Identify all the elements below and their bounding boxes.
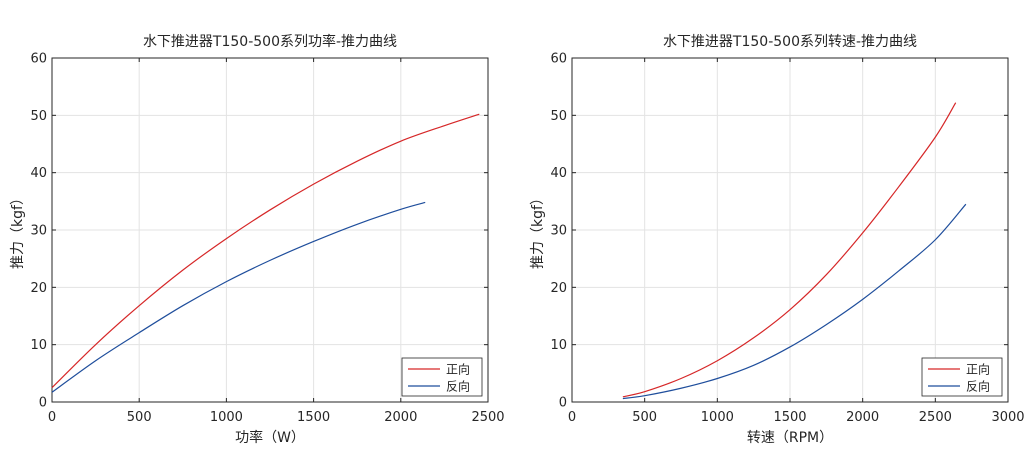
y-tick-label: 10: [550, 338, 567, 353]
x-tick-label: 2500: [919, 410, 952, 425]
y-tick-label: 60: [550, 52, 567, 67]
chart-title: 水下推进器T150-500系列转速-推力曲线: [663, 34, 917, 50]
x-tick-label: 1000: [701, 410, 734, 425]
chart-panel-1: 0 500 1000 1500 2000 2500 0 10 20 30 40 50 60 水下推进器T1…: [10, 33, 505, 446]
series-line-reverse: [51, 201, 426, 393]
legend-label: 正向: [966, 362, 990, 377]
legend-label: 反向: [966, 379, 990, 394]
legend-label: 正向: [446, 362, 470, 377]
chart-panel-2: 0 500 1000 1500 2000 2500 3000 0 10 20 30 40 50 60 水下推…: [530, 34, 1025, 446]
y-tick-label: 0: [39, 396, 47, 411]
y-tick-label: 40: [30, 166, 47, 181]
x-tick-label: 500: [127, 410, 152, 425]
y-tick-label: 10: [30, 338, 47, 353]
x-tick-label: 1500: [297, 410, 330, 425]
y-axis-label: 推力（kgf）: [530, 191, 546, 269]
y-tick-label: 50: [550, 109, 567, 124]
series-line-reverse: [622, 203, 967, 400]
y-tick-label: 40: [550, 166, 567, 181]
x-tick-label: 2000: [384, 410, 417, 425]
y-tick-label: 30: [30, 224, 47, 239]
y-tick-label: 0: [559, 396, 567, 411]
x-tick-label: 1500: [773, 410, 806, 425]
y-tick-label: 20: [550, 281, 567, 296]
y-tick-label: 30: [550, 224, 567, 239]
legend-box: [401, 357, 483, 397]
x-tick-label: 3000: [991, 410, 1024, 425]
series-line-forward: [622, 102, 957, 398]
x-tick-label: 0: [568, 410, 576, 425]
x-axis-label: 转速（RPM）: [747, 430, 833, 446]
y-tick-label: 60: [30, 52, 47, 67]
x-tick-label: 2500: [471, 410, 504, 425]
chart-title: 水下推进器T150-500系列功率-推力曲线: [143, 33, 397, 50]
x-tick-label: 1000: [210, 410, 243, 425]
x-axis-label: 功率（W）: [235, 429, 305, 446]
legend-label: 反向: [446, 379, 470, 394]
y-tick-label: 20: [30, 281, 47, 296]
y-tick-label: 50: [30, 109, 47, 124]
x-tick-label: 0: [48, 410, 56, 425]
legend-box: [921, 357, 1003, 397]
x-tick-label: 2000: [846, 410, 879, 425]
x-tick-label: 500: [632, 410, 657, 425]
series-line-forward: [51, 113, 480, 389]
y-axis-label: 推力（kgf）: [10, 191, 26, 269]
